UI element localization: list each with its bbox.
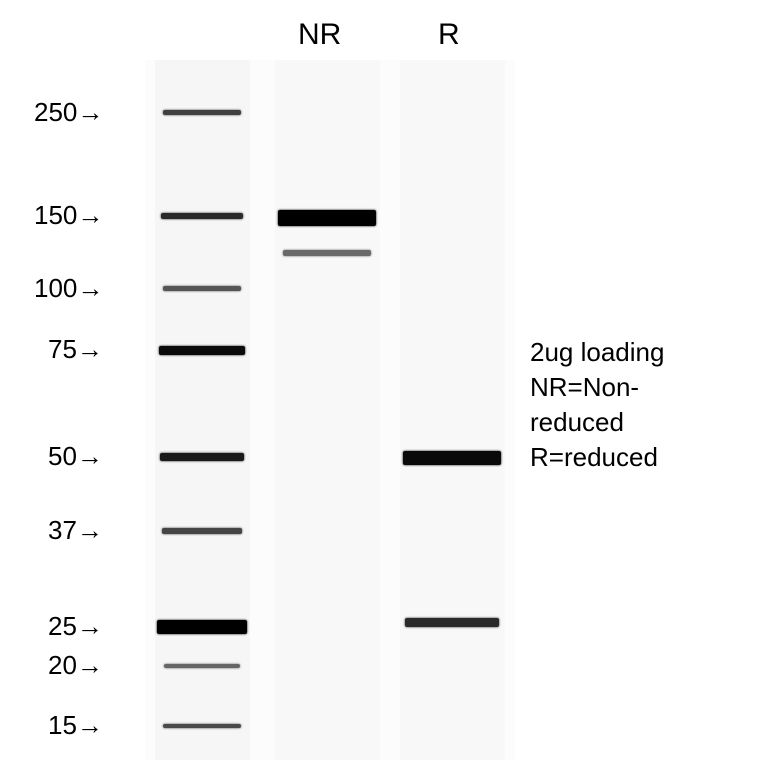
nr-band-0	[278, 210, 376, 226]
ladder-band-3	[159, 346, 245, 355]
ladder-band-7	[164, 664, 240, 668]
ladder-band-2	[163, 286, 241, 291]
ladder-band-1	[161, 213, 243, 219]
mw-label-50: 50→	[48, 441, 103, 472]
annotation-line: NR=Non-	[530, 370, 664, 405]
mw-label-100: 100→	[34, 273, 103, 304]
lane-label-nr: NR	[298, 18, 341, 52]
lane-ladder	[155, 60, 250, 760]
ladder-band-6	[157, 620, 247, 634]
lane-nr	[275, 60, 380, 760]
mw-label-25: 25→	[48, 611, 103, 642]
r-band-0	[403, 451, 501, 465]
mw-label-15: 15→	[48, 710, 103, 741]
loading-annotation: 2ug loadingNR=Non-reducedR=reduced	[530, 335, 664, 475]
mw-label-37: 37→	[48, 515, 103, 546]
lane-r	[400, 60, 505, 760]
mw-label-250: 250→	[34, 97, 103, 128]
annotation-line: reduced	[530, 405, 664, 440]
mw-label-150: 150→	[34, 200, 103, 231]
ladder-band-4	[160, 453, 244, 461]
annotation-line: 2ug loading	[530, 335, 664, 370]
ladder-band-0	[163, 110, 241, 115]
ladder-band-5	[162, 528, 242, 534]
mw-label-20: 20→	[48, 650, 103, 681]
lane-label-r: R	[438, 18, 460, 52]
ladder-band-8	[163, 724, 241, 728]
nr-band-1	[283, 250, 371, 256]
annotation-line: R=reduced	[530, 440, 664, 475]
mw-label-75: 75→	[48, 334, 103, 365]
r-band-1	[405, 618, 499, 627]
